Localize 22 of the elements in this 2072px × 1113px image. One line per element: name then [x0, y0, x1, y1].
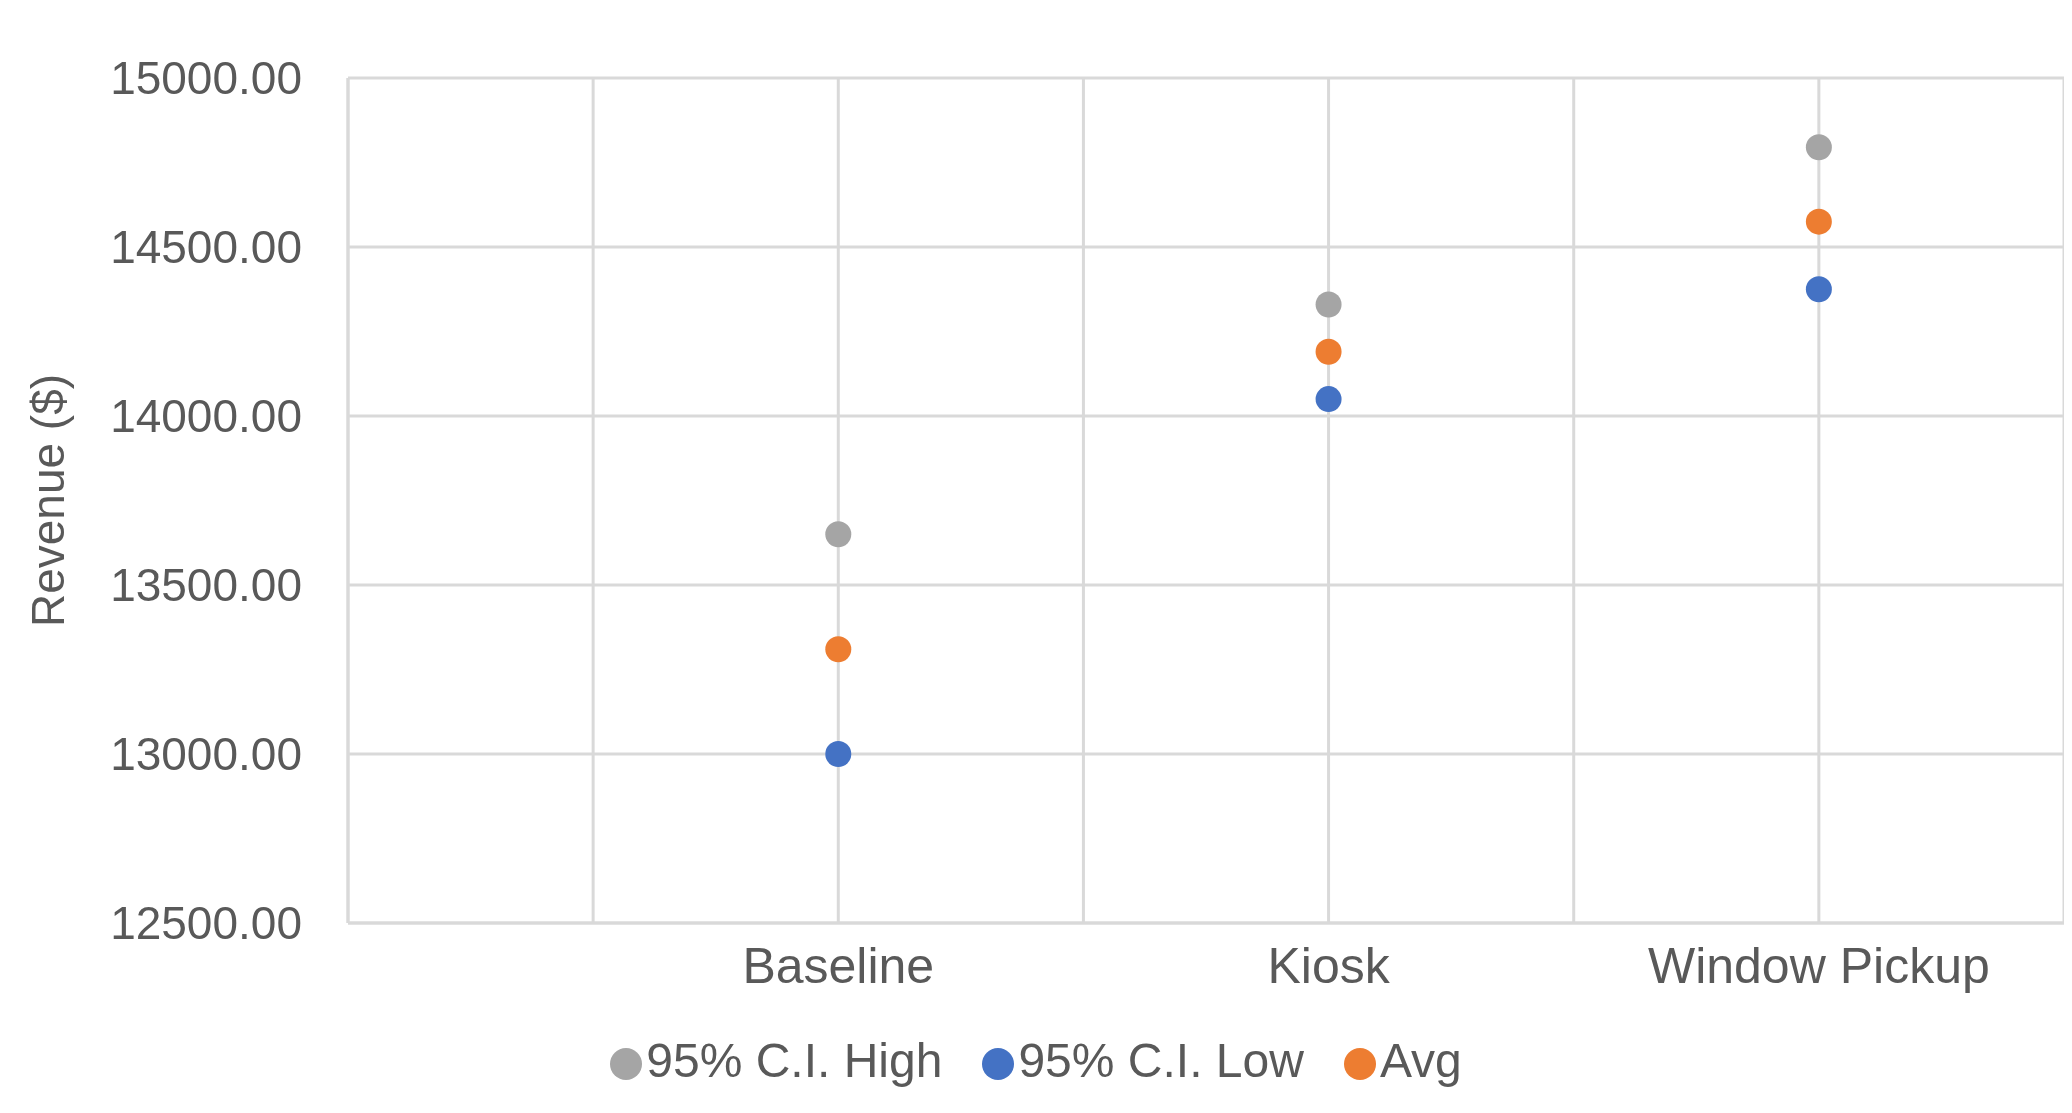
y-tick-label: 15000.00 — [110, 52, 302, 105]
point — [1805, 276, 1832, 303]
point — [1805, 208, 1832, 235]
y-tick-label: 14500.00 — [110, 221, 302, 274]
point — [1805, 134, 1832, 161]
legend-label: 95% C.I. Low — [1018, 1034, 1304, 1087]
y-tick-label: 13000.00 — [110, 728, 302, 781]
legend-label: 95% C.I. High — [646, 1034, 943, 1087]
point — [1315, 338, 1342, 365]
point — [1315, 386, 1342, 413]
x-tick-label: Window Pickup — [1647, 937, 1990, 994]
point — [825, 521, 852, 548]
legend-label: Avg — [1379, 1034, 1462, 1087]
y-axis-title: Revenue ($) — [22, 373, 75, 628]
point — [1315, 291, 1342, 318]
y-tick-label: 14000.00 — [110, 390, 302, 443]
y-tick-label: 12500.00 — [110, 897, 302, 950]
x-tick-label: Baseline — [742, 937, 935, 994]
x-tick-label: Kiosk — [1267, 937, 1391, 994]
y-tick-label: 13500.00 — [110, 559, 302, 612]
point — [825, 741, 852, 767]
point — [825, 636, 852, 663]
